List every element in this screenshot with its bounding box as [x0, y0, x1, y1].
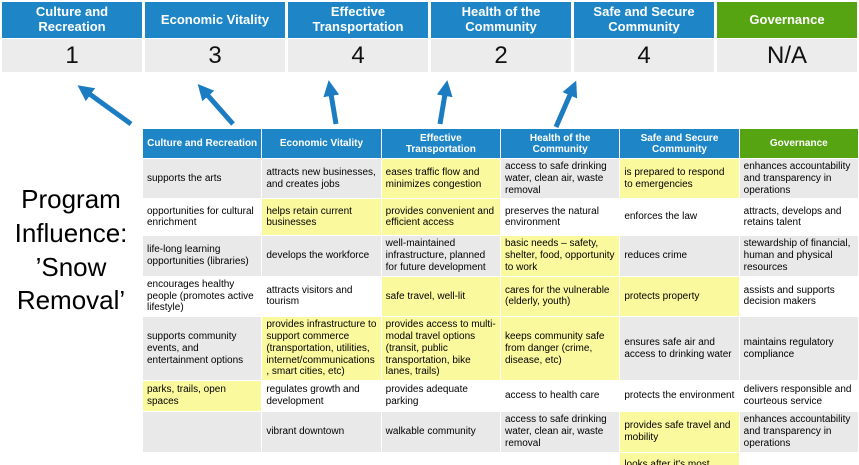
influence-matrix-wrap: Culture and Recreation Economic Vitality E…: [141, 128, 859, 465]
matrix-cell-r6c3: provides adequate parking: [380, 380, 501, 413]
matrix-header-culture-and-recreation: Culture and Recreation: [141, 128, 263, 159]
priorities-banner: Culture and Recreation Economic Vitality E…: [2, 2, 857, 72]
matrix-cell-r1c5-highlighted: is prepared to respond to emergencies: [619, 157, 740, 200]
matrix-cell-r3c4-highlighted: basic needs – safety, shelter, food, opp…: [499, 235, 621, 277]
matrix-cell-r8c6: [738, 451, 859, 465]
matrix-cell-r3c5: reduces crime: [619, 235, 740, 277]
matrix-cell-r1c1: supports the arts: [141, 157, 263, 200]
matrix-cell-r5c4-highlighted: keeps community safe from danger (crime,…: [499, 316, 621, 382]
matrix-cell-r3c6: stewardship of financial, human and phys…: [738, 235, 859, 277]
matrix-cell-r6c4: access to health care: [499, 380, 621, 413]
matrix-cell-r1c4: access to safe drinking water, clean air…: [499, 157, 621, 200]
matrix-cell-r7c2: vibrant downtown: [261, 411, 382, 453]
matrix-header-governance: Governance: [738, 128, 859, 159]
matrix-cell-r7c4: access to safe drinking water, clean air…: [499, 411, 621, 453]
matrix-cell-r4c5-highlighted: protects property: [619, 275, 740, 318]
matrix-cell-r2c1: opportunities for cultural enrichment: [141, 198, 263, 237]
priority-score-effective-transportation: 4: [288, 39, 428, 72]
matrix-cell-r8c4: [499, 451, 621, 465]
matrix-cell-r7c6: enhances accountability and transparency…: [738, 411, 859, 453]
priority-score-culture-and-recreation: 1: [2, 39, 142, 72]
up-arrow-icon: [323, 80, 340, 125]
matrix-cell-r3c3: well-maintained infrastructure, planned …: [380, 235, 501, 277]
priority-header-governance: Governance: [717, 2, 857, 38]
matrix-row: parks, trails, open spaces regulates grow…: [141, 380, 859, 413]
matrix-cell-r1c3-highlighted: eases traffic flow and minimizes congest…: [380, 157, 501, 200]
matrix-row: life-long learning opportunities (librar…: [141, 235, 859, 277]
matrix-cell-r8c3: [380, 451, 501, 465]
priority-score-economic-vitality: 3: [145, 39, 285, 72]
matrix-header-economic-vitality: Economic Vitality: [261, 128, 382, 159]
matrix-cell-r6c2: regulates growth and development: [261, 380, 382, 413]
matrix-cell-r4c2: attracts visitors and tourism: [261, 275, 382, 318]
matrix-row: supports community events, and entertain…: [141, 316, 859, 382]
matrix-cell-r2c6: attracts, develops and retains talent: [738, 198, 859, 237]
matrix-cell-r8c1: [141, 451, 263, 465]
matrix-header-health-of-the-community: Health of the Community: [499, 128, 621, 159]
matrix-cell-r2c5: enforces the law: [619, 198, 740, 237]
matrix-row: looks after it's most vulnerable: [141, 451, 859, 465]
matrix-cell-r8c5-highlighted: looks after it's most vulnerable: [619, 451, 740, 465]
matrix-cell-r5c1: supports community events, and entertain…: [141, 316, 263, 382]
matrix-cell-r6c6: delivers responsible and courteous servi…: [738, 380, 859, 413]
matrix-cell-r4c1: encourages healthy people (promotes acti…: [141, 275, 263, 318]
matrix-header-row: Culture and Recreation Economic Vitality E…: [141, 128, 859, 159]
priority-header-safe-and-secure-community: Safe and Secure Community: [574, 2, 714, 38]
matrix-cell-r3c2: develops the workforce: [261, 235, 382, 277]
program-influence-label: Program Influence: ’Snow Removal’: [14, 184, 128, 316]
matrix-cell-r5c6: maintains regulatory compliance: [738, 316, 859, 382]
matrix-cell-r4c4-highlighted: cares for the vulnerable (elderly, youth…: [499, 275, 621, 318]
matrix-row: vibrant downtown walkable community access…: [141, 411, 859, 453]
matrix-row: encourages healthy people (promotes acti…: [141, 275, 859, 318]
matrix-cell-r7c5-highlighted: provides safe travel and mobility: [619, 411, 740, 453]
priority-header-effective-transportation: Effective Transportation: [288, 2, 428, 38]
matrix-header-effective-transportation: Effective Transportation: [380, 128, 501, 159]
up-arrow-icon: [77, 85, 133, 127]
matrix-cell-r5c2-highlighted: provides infrastructure to support comme…: [261, 316, 382, 382]
matrix-cell-r3c1: life-long learning opportunities (librar…: [141, 235, 263, 277]
influence-matrix-table: Culture and Recreation Economic Vitality E…: [141, 128, 859, 465]
matrix-cell-r8c2: [261, 451, 382, 465]
matrix-cell-r5c3-highlighted: provides access to multi-modal travel op…: [380, 316, 501, 382]
priority-score-health-of-the-community: 2: [431, 39, 571, 72]
influence-arrows: [77, 80, 578, 128]
matrix-cell-r7c1: [141, 411, 263, 453]
priority-score-safe-and-secure-community: 4: [574, 39, 714, 72]
matrix-cell-r2c4: preserves the natural environment: [499, 198, 621, 237]
matrix-cell-r2c3-highlighted: provides convenient and efficient access: [380, 198, 501, 237]
matrix-cell-r6c1-highlighted: parks, trails, open spaces: [141, 380, 263, 413]
matrix-cell-r4c6: assists and supports decision makers: [738, 275, 859, 318]
priority-header-health-of-the-community: Health of the Community: [431, 2, 571, 38]
matrix-cell-r5c5: ensures safe air and access to drinking …: [619, 316, 740, 382]
up-arrow-icon: [436, 80, 453, 125]
priority-score-governance: N/A: [717, 39, 857, 72]
up-arrow-icon: [553, 80, 578, 128]
priority-header-culture-and-recreation: Culture and Recreation: [2, 2, 142, 38]
priority-header-economic-vitality: Economic Vitality: [145, 2, 285, 38]
matrix-cell-r4c3-highlighted: safe travel, well-lit: [380, 275, 501, 318]
matrix-row: supports the arts attracts new businesses…: [141, 157, 859, 200]
matrix-cell-r1c2: attracts new businesses, and creates job…: [261, 157, 382, 200]
matrix-cell-r6c5: protects the environment: [619, 380, 740, 413]
matrix-header-safe-and-secure-community: Safe and Secure Community: [619, 128, 740, 159]
up-arrow-icon: [197, 84, 235, 126]
matrix-cell-r1c6: enhances accountability and transparency…: [738, 157, 859, 200]
matrix-cell-r2c2-highlighted: helps retain current businesses: [261, 198, 382, 237]
matrix-row: opportunities for cultural enrichment hel…: [141, 198, 859, 237]
matrix-cell-r7c3: walkable community: [380, 411, 501, 453]
